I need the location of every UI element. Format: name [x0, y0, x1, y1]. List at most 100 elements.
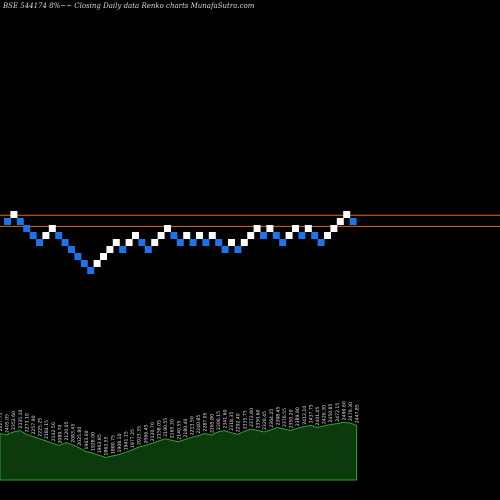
renko-brick: [234, 246, 242, 253]
renko-brick: [304, 225, 312, 232]
volume-label: 2450.85: [328, 403, 334, 422]
volume-label: 1863.55: [104, 436, 110, 455]
renko-brick: [266, 225, 274, 232]
renko-brick: [119, 246, 127, 253]
renko-brick: [349, 218, 357, 225]
volume-label: 2412.10: [302, 406, 308, 425]
volume-label: 2257.90: [31, 415, 37, 434]
volume-label: 2306.15: [216, 411, 222, 430]
renko-brick: [176, 239, 184, 246]
volume-label: 1908.10: [117, 433, 123, 452]
renko-brick: [292, 225, 299, 232]
renko-brick: [202, 239, 210, 246]
renko-brick: [61, 239, 69, 246]
renko-brick: [189, 239, 197, 246]
volume-labels: 2327.75 2405.05 2352.60 2335.10 2273.10 2257.…: [0, 401, 361, 455]
volume-label: 2352.60: [11, 411, 17, 430]
renko-brick: [272, 232, 280, 239]
volume-label: 2479.30: [348, 402, 354, 421]
volume-label: 2490.60: [341, 401, 347, 420]
guide-lines: [0, 214, 500, 227]
renko-brick: [42, 232, 50, 239]
renko-brick: [164, 225, 171, 232]
renko-brick: [125, 239, 133, 246]
volume-label: 2292.40: [236, 413, 242, 432]
volume-label: 1928.00: [90, 432, 96, 451]
renko-brick: [343, 211, 351, 218]
renko-brick: [228, 239, 235, 246]
renko-brick: [138, 239, 146, 246]
volume-label: 2120.70: [150, 422, 156, 441]
volume-label: 2364.25: [269, 409, 275, 428]
volume-label: 2190.55: [163, 418, 169, 437]
renko-brick: [221, 246, 229, 253]
volume-label: 2025.80: [77, 427, 83, 446]
renko-brick: [298, 232, 306, 239]
volume-label: 2341.60: [223, 409, 229, 428]
renko-brick: [330, 225, 338, 232]
volume-label: 2401.05: [315, 406, 321, 425]
volume-label: 2165.30: [170, 419, 176, 438]
volume-label: 2335.10: [18, 409, 24, 428]
volume-area: [0, 421, 358, 481]
renko-brick: [16, 218, 24, 225]
renko-brick: [74, 253, 82, 260]
renko-brick: [144, 246, 152, 253]
volume-label: 2318.35: [229, 412, 235, 431]
renko-brick: [151, 239, 159, 246]
renko-brick: [23, 225, 31, 232]
volume-label: 2389.90: [295, 407, 301, 426]
volume-label: 2140.55: [176, 421, 182, 440]
volume-label: 2376.55: [282, 408, 288, 427]
volume-label: 1903.85: [97, 434, 103, 453]
renko-brick: [157, 232, 165, 239]
volume-label: 2184.15: [44, 420, 50, 439]
volume-label: 1963.00: [84, 430, 90, 449]
renko-brick: [93, 260, 101, 267]
volume-label: 2265.80: [209, 414, 215, 433]
volume-label: 2447.85: [355, 404, 361, 423]
renko-brick: [285, 232, 293, 239]
renko-brick: [132, 232, 139, 239]
volume-label: 2225.25: [38, 418, 44, 437]
volume-area-fill: [0, 421, 358, 481]
volume-label: 2426.30: [322, 405, 328, 424]
renko-brick: [29, 232, 37, 239]
renko-brick: [4, 218, 11, 225]
volume-label: 2023.35: [137, 426, 143, 445]
renko-brick: [317, 239, 325, 246]
renko-brick: [324, 232, 331, 239]
renko-brick: [55, 232, 63, 239]
renko-brick: [80, 260, 88, 267]
volume-label: 2327.75: [0, 412, 4, 431]
renko-brick: [215, 239, 223, 246]
volume-label: 2398.45: [275, 406, 281, 425]
renko-brick: [106, 246, 114, 253]
volume-label: 2083.45: [71, 424, 77, 443]
renko-brick: [112, 239, 120, 246]
renko-brick: [10, 211, 18, 218]
volume-label: 2472.15: [335, 403, 341, 422]
volume-label: 1880.75: [110, 435, 116, 454]
renko-brick: [87, 267, 95, 274]
renko-brick: [36, 239, 43, 246]
renko-brick: [311, 232, 319, 239]
volume-label: 2240.85: [196, 415, 202, 434]
volume-label: 2405.05: [5, 414, 11, 433]
renko-brick: [196, 232, 203, 239]
volume-label: 2120.05: [64, 421, 70, 440]
renko-brick: [48, 225, 56, 232]
renko-brick: [240, 239, 248, 246]
volume-label: 2287.05: [203, 412, 209, 431]
renko-brick: [100, 253, 107, 260]
renko-brick: [260, 232, 267, 239]
renko-brick: [208, 232, 216, 239]
volume-label: 2350.60: [256, 409, 262, 428]
renko-brick: [68, 246, 75, 253]
renko-brick: [336, 218, 344, 225]
renko-bricks: [4, 211, 357, 274]
renko-brick: [253, 225, 261, 232]
renko-brick: [247, 232, 255, 239]
volume-label: 2437.75: [308, 404, 314, 423]
